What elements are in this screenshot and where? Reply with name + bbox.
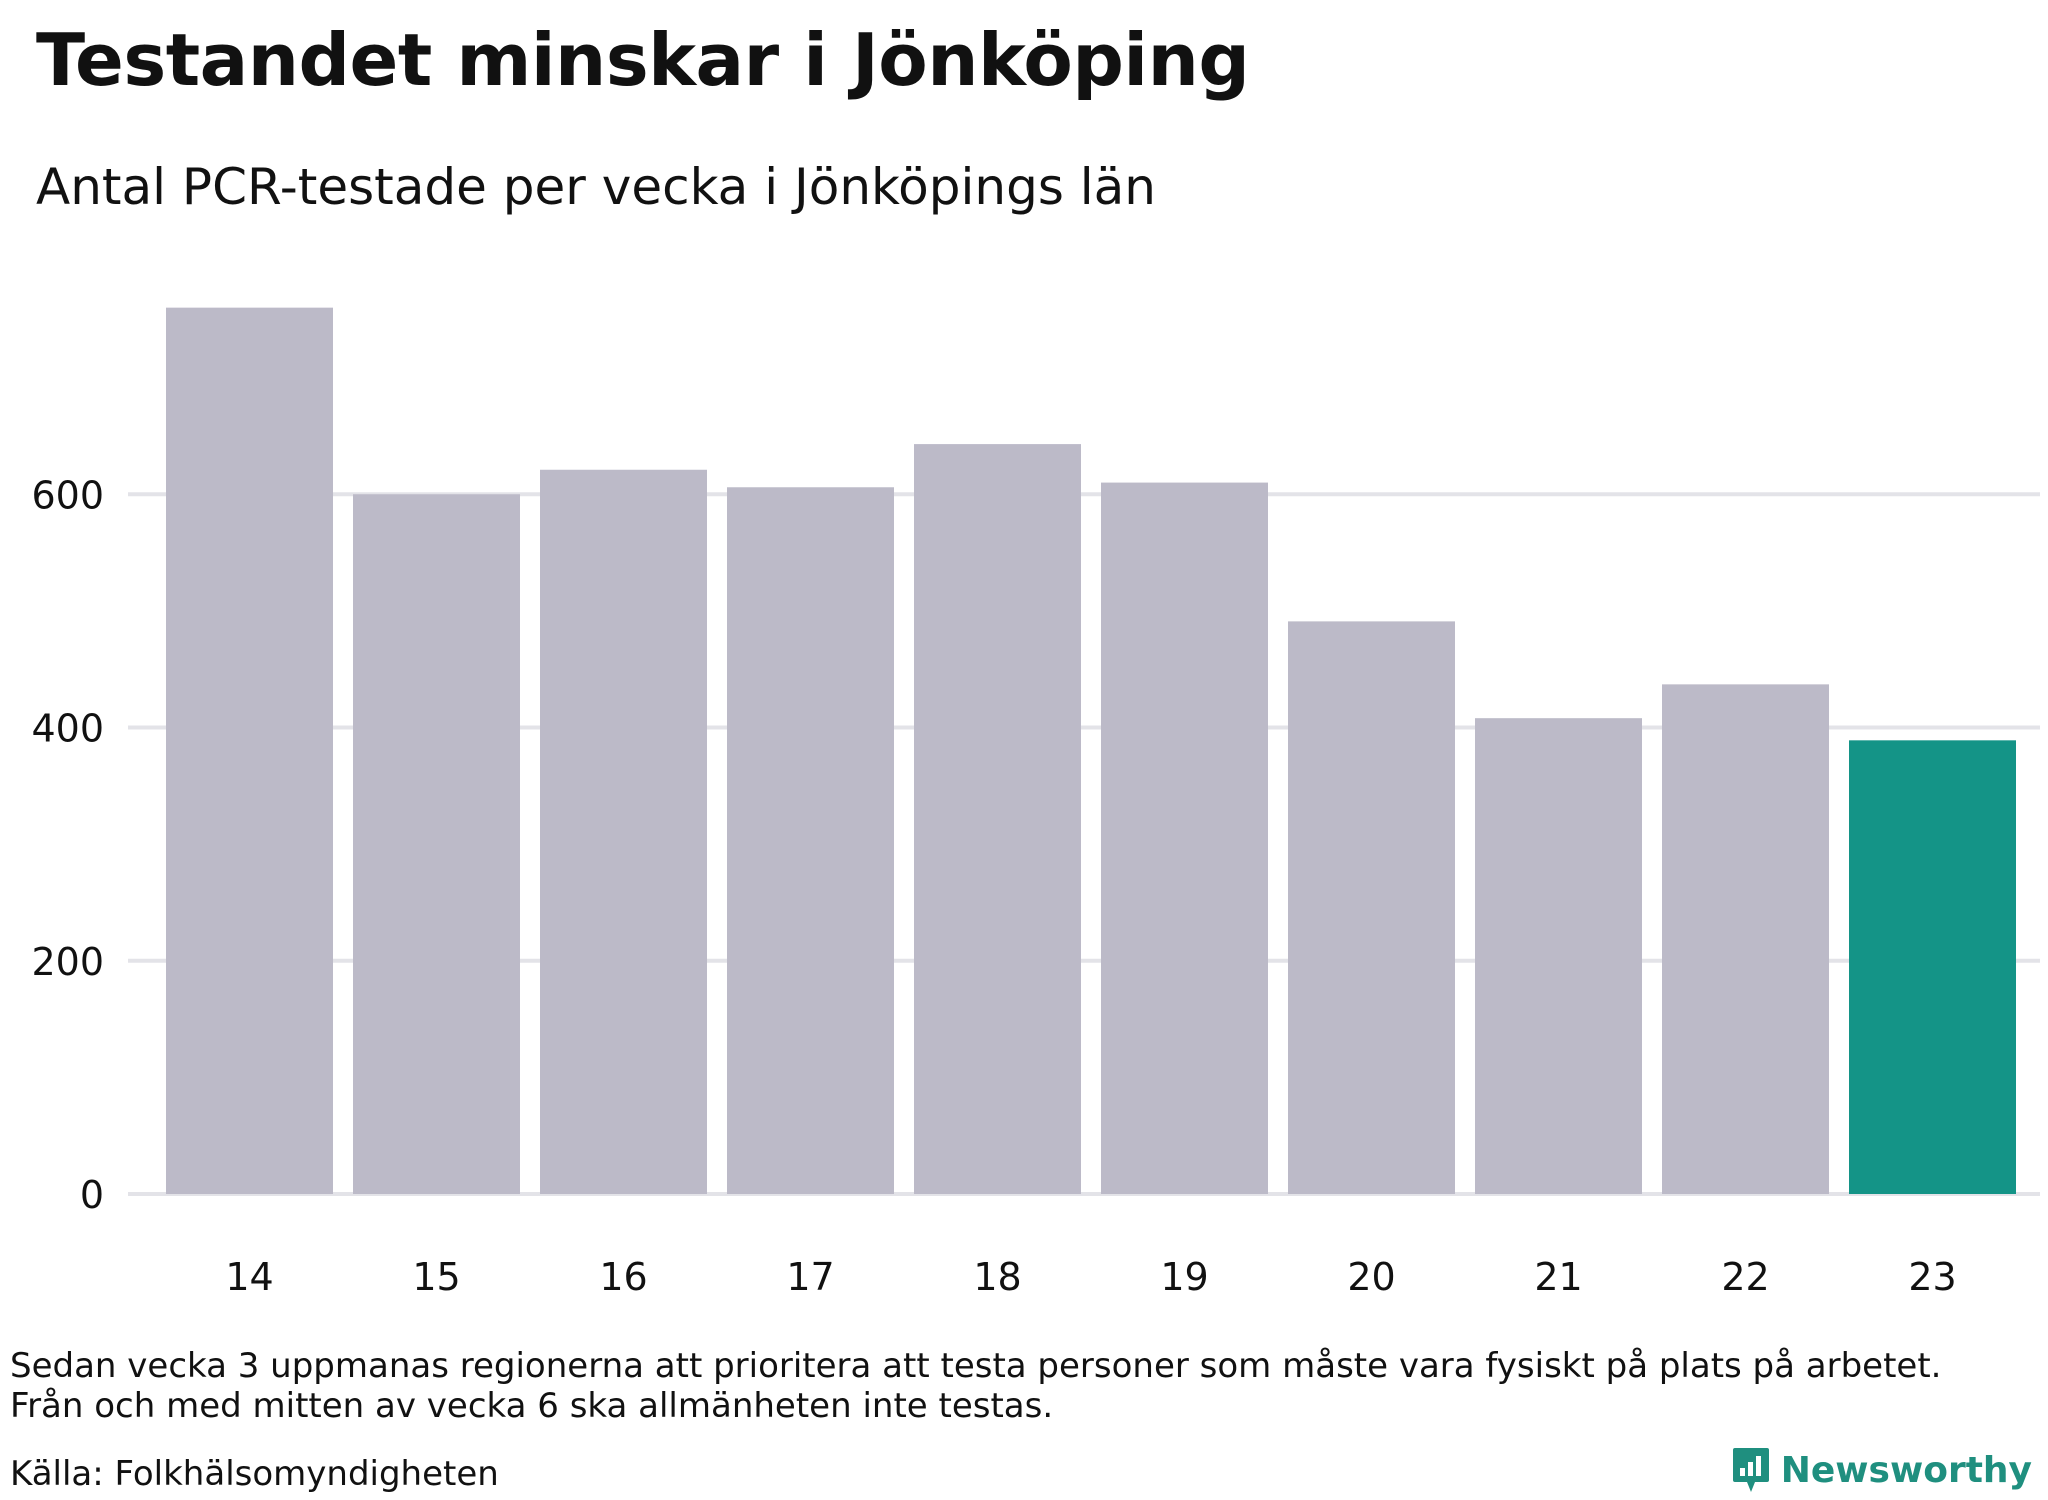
bar-week-23 [1849, 740, 2016, 1194]
bar-week-16 [540, 469, 707, 1194]
bar-week-22 [1662, 684, 1829, 1194]
bar-week-20 [1288, 621, 1455, 1194]
x-tick-label: 22 [1721, 1255, 1769, 1299]
x-tick-label: 18 [973, 1255, 1021, 1299]
bar-week-14 [166, 307, 333, 1194]
x-tick-label: 23 [1908, 1255, 1956, 1299]
chart-title: Testandet minskar i Jönköping [36, 18, 1250, 102]
bar-week-21 [1475, 718, 1642, 1194]
bar-week-15 [353, 494, 520, 1194]
footnote: Sedan vecka 3 uppmanas regionerna att pr… [10, 1346, 1941, 1426]
y-tick-label: 400 [31, 707, 104, 751]
x-tick-label: 15 [412, 1255, 460, 1299]
bar-week-19 [1101, 482, 1268, 1194]
bar-week-18 [914, 444, 1081, 1194]
x-tick-label: 16 [599, 1255, 647, 1299]
x-tick-label: 20 [1347, 1255, 1395, 1299]
source-note: Källa: Folkhälsomyndigheten [10, 1454, 499, 1494]
bar-week-17 [727, 487, 894, 1194]
brand-name: Newsworthy [1780, 1449, 2032, 1491]
x-tick-label: 19 [1160, 1255, 1208, 1299]
footnote-line-2: Från och med mitten av vecka 6 ska allmä… [10, 1386, 1054, 1426]
y-tick-label: 0 [80, 1173, 104, 1217]
y-tick-label: 200 [31, 940, 104, 984]
chart-subtitle: Antal PCR-testade per vecka i Jönköpings… [36, 158, 1156, 216]
x-tick-label: 14 [225, 1255, 273, 1299]
footnote-line-1: Sedan vecka 3 uppmanas regionerna att pr… [10, 1346, 1942, 1386]
newsworthy-icon [1732, 1448, 1769, 1492]
y-tick-label: 600 [31, 473, 104, 517]
x-tick-label: 21 [1534, 1255, 1582, 1299]
x-tick-label: 17 [786, 1255, 834, 1299]
brand-logo: Newsworthy [1731, 1446, 2032, 1494]
